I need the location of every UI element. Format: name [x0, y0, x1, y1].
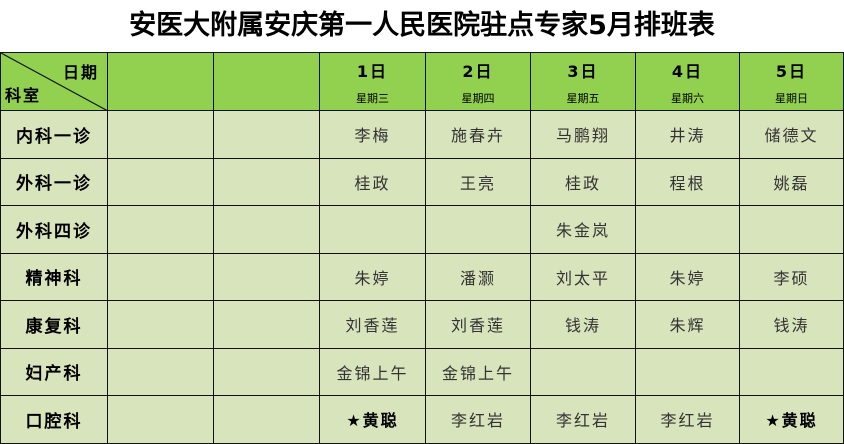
- empty-cell: [107, 252, 214, 301]
- doctor-cell: 朱金岚: [530, 205, 636, 254]
- page-title: 安医大附属安庆第一人民医院驻点专家5月排班表: [0, 0, 844, 52]
- doctor-cell: 朱婷: [635, 252, 740, 301]
- dept-name: 外科一诊: [0, 157, 108, 206]
- doctor-cell: 刘香莲: [319, 300, 426, 349]
- day-header: 4日星期六: [635, 52, 740, 111]
- table-row: 精神科 朱婷 潘灏 刘太平 朱婷 李硕: [0, 252, 844, 301]
- day-weekday: 星期三: [356, 91, 389, 105]
- day-weekday: 星期六: [671, 91, 704, 105]
- doctor-cell: 李红岩: [530, 395, 636, 444]
- doctor-cell: 王亮: [425, 157, 531, 206]
- empty-cell: [213, 252, 320, 301]
- dept-name: 口腔科: [0, 395, 108, 444]
- doctor-cell: 桂政: [530, 157, 636, 206]
- corner-cell: 日期 科室: [0, 52, 108, 111]
- doctor-cell: 钱涛: [739, 300, 844, 349]
- dept-name: 精神科: [0, 252, 108, 301]
- doctor-cell: 井涛: [635, 110, 740, 159]
- empty-cell: [213, 205, 320, 254]
- empty-cell: [213, 157, 320, 206]
- doctor-cell: 姚磊: [739, 157, 844, 206]
- doctor-cell: 朱辉: [635, 300, 740, 349]
- table-row: 外科一诊 桂政 王亮 桂政 程根 姚磊: [0, 157, 844, 206]
- doctor-cell: 李红岩: [635, 395, 740, 444]
- doctor-cell: 施春卉: [425, 110, 531, 159]
- empty-cell: [107, 157, 214, 206]
- empty-header-cell: [107, 52, 214, 111]
- empty-cell: [107, 347, 214, 396]
- empty-cell: [107, 110, 214, 159]
- doctor-cell: [425, 205, 531, 254]
- doctor-cell: 潘灏: [425, 252, 531, 301]
- day-weekday: 星期五: [566, 91, 600, 105]
- empty-header-cell: [213, 52, 320, 111]
- doctor-cell: 桂政: [319, 157, 426, 206]
- day-weekday: 星期日: [775, 91, 808, 105]
- doctor-cell: [739, 347, 844, 396]
- doctor-cell: ★黄聪: [319, 395, 426, 444]
- doctor-cell: [635, 205, 740, 254]
- header-row: 日期 科室 1日 星期三 2日 星期四 3日 星期五 4日 星期六 5日 星期日: [0, 52, 844, 111]
- day-date: 5日: [775, 61, 808, 81]
- doctor-cell: 程根: [635, 157, 740, 206]
- doctor-cell: 金锦上午: [425, 347, 531, 396]
- empty-cell: [107, 300, 214, 349]
- table-row: 妇产科 金锦上午 金锦上午: [0, 347, 844, 396]
- dept-name: 内科一诊: [0, 110, 108, 159]
- doctor-cell: 李红岩: [425, 395, 531, 444]
- diagonal-line: [1, 53, 108, 111]
- doctor-cell: ★黄聪: [739, 395, 844, 444]
- doctor-cell: 储德文: [739, 110, 844, 159]
- empty-cell: [107, 205, 214, 254]
- table-row: 口腔科 ★黄聪 李红岩 李红岩 李红岩 ★黄聪: [0, 395, 844, 444]
- day-header: 2日星期四: [425, 52, 531, 111]
- dept-name: 妇产科: [0, 347, 108, 396]
- doctor-cell: 钱涛: [530, 300, 636, 349]
- doctor-cell: [635, 347, 740, 396]
- dept-name: 外科四诊: [0, 205, 108, 254]
- date-axis-label: 日期: [62, 63, 99, 82]
- day-date: 2日: [462, 61, 494, 81]
- day-date: 1日: [356, 61, 389, 81]
- doctor-cell: 马鹏翔: [530, 110, 636, 159]
- doctor-cell: 刘太平: [530, 252, 636, 301]
- day-header: 5日星期日: [739, 52, 844, 111]
- doctor-cell: [739, 205, 844, 254]
- empty-cell: [213, 110, 320, 159]
- doctor-cell: 刘香莲: [425, 300, 531, 349]
- doctor-cell: 李硕: [739, 252, 844, 301]
- doctor-cell: 李梅: [319, 110, 426, 159]
- doctor-cell: [319, 205, 426, 254]
- table-row: 康复科 刘香莲 刘香莲 钱涛 朱辉 钱涛: [0, 300, 844, 349]
- table-row: 外科四诊 朱金岚: [0, 205, 844, 254]
- empty-cell: [107, 395, 214, 444]
- empty-cell: [213, 347, 320, 396]
- day-header: 1日星期三: [319, 52, 426, 111]
- dept-name: 康复科: [0, 300, 108, 349]
- doctor-cell: 金锦上午: [319, 347, 426, 396]
- day-weekday: 星期四: [461, 91, 495, 105]
- day-date: 3日: [567, 61, 599, 81]
- dept-axis-label: 科室: [5, 86, 42, 105]
- doctor-cell: 朱婷: [319, 252, 426, 301]
- empty-cell: [213, 300, 320, 349]
- day-header: 3日星期五: [530, 52, 636, 111]
- doctor-cell: [530, 347, 636, 396]
- table-row: 内科一诊 李梅 施春卉 马鹏翔 井涛 储德文: [0, 110, 844, 159]
- empty-cell: [213, 395, 320, 444]
- schedule-table: 日期 科室 1日 星期三 2日 星期四 3日 星期五 4日 星期六 5日 星期日 内科一诊 李梅 施春…: [0, 52, 844, 444]
- day-date: 4日: [671, 61, 704, 81]
